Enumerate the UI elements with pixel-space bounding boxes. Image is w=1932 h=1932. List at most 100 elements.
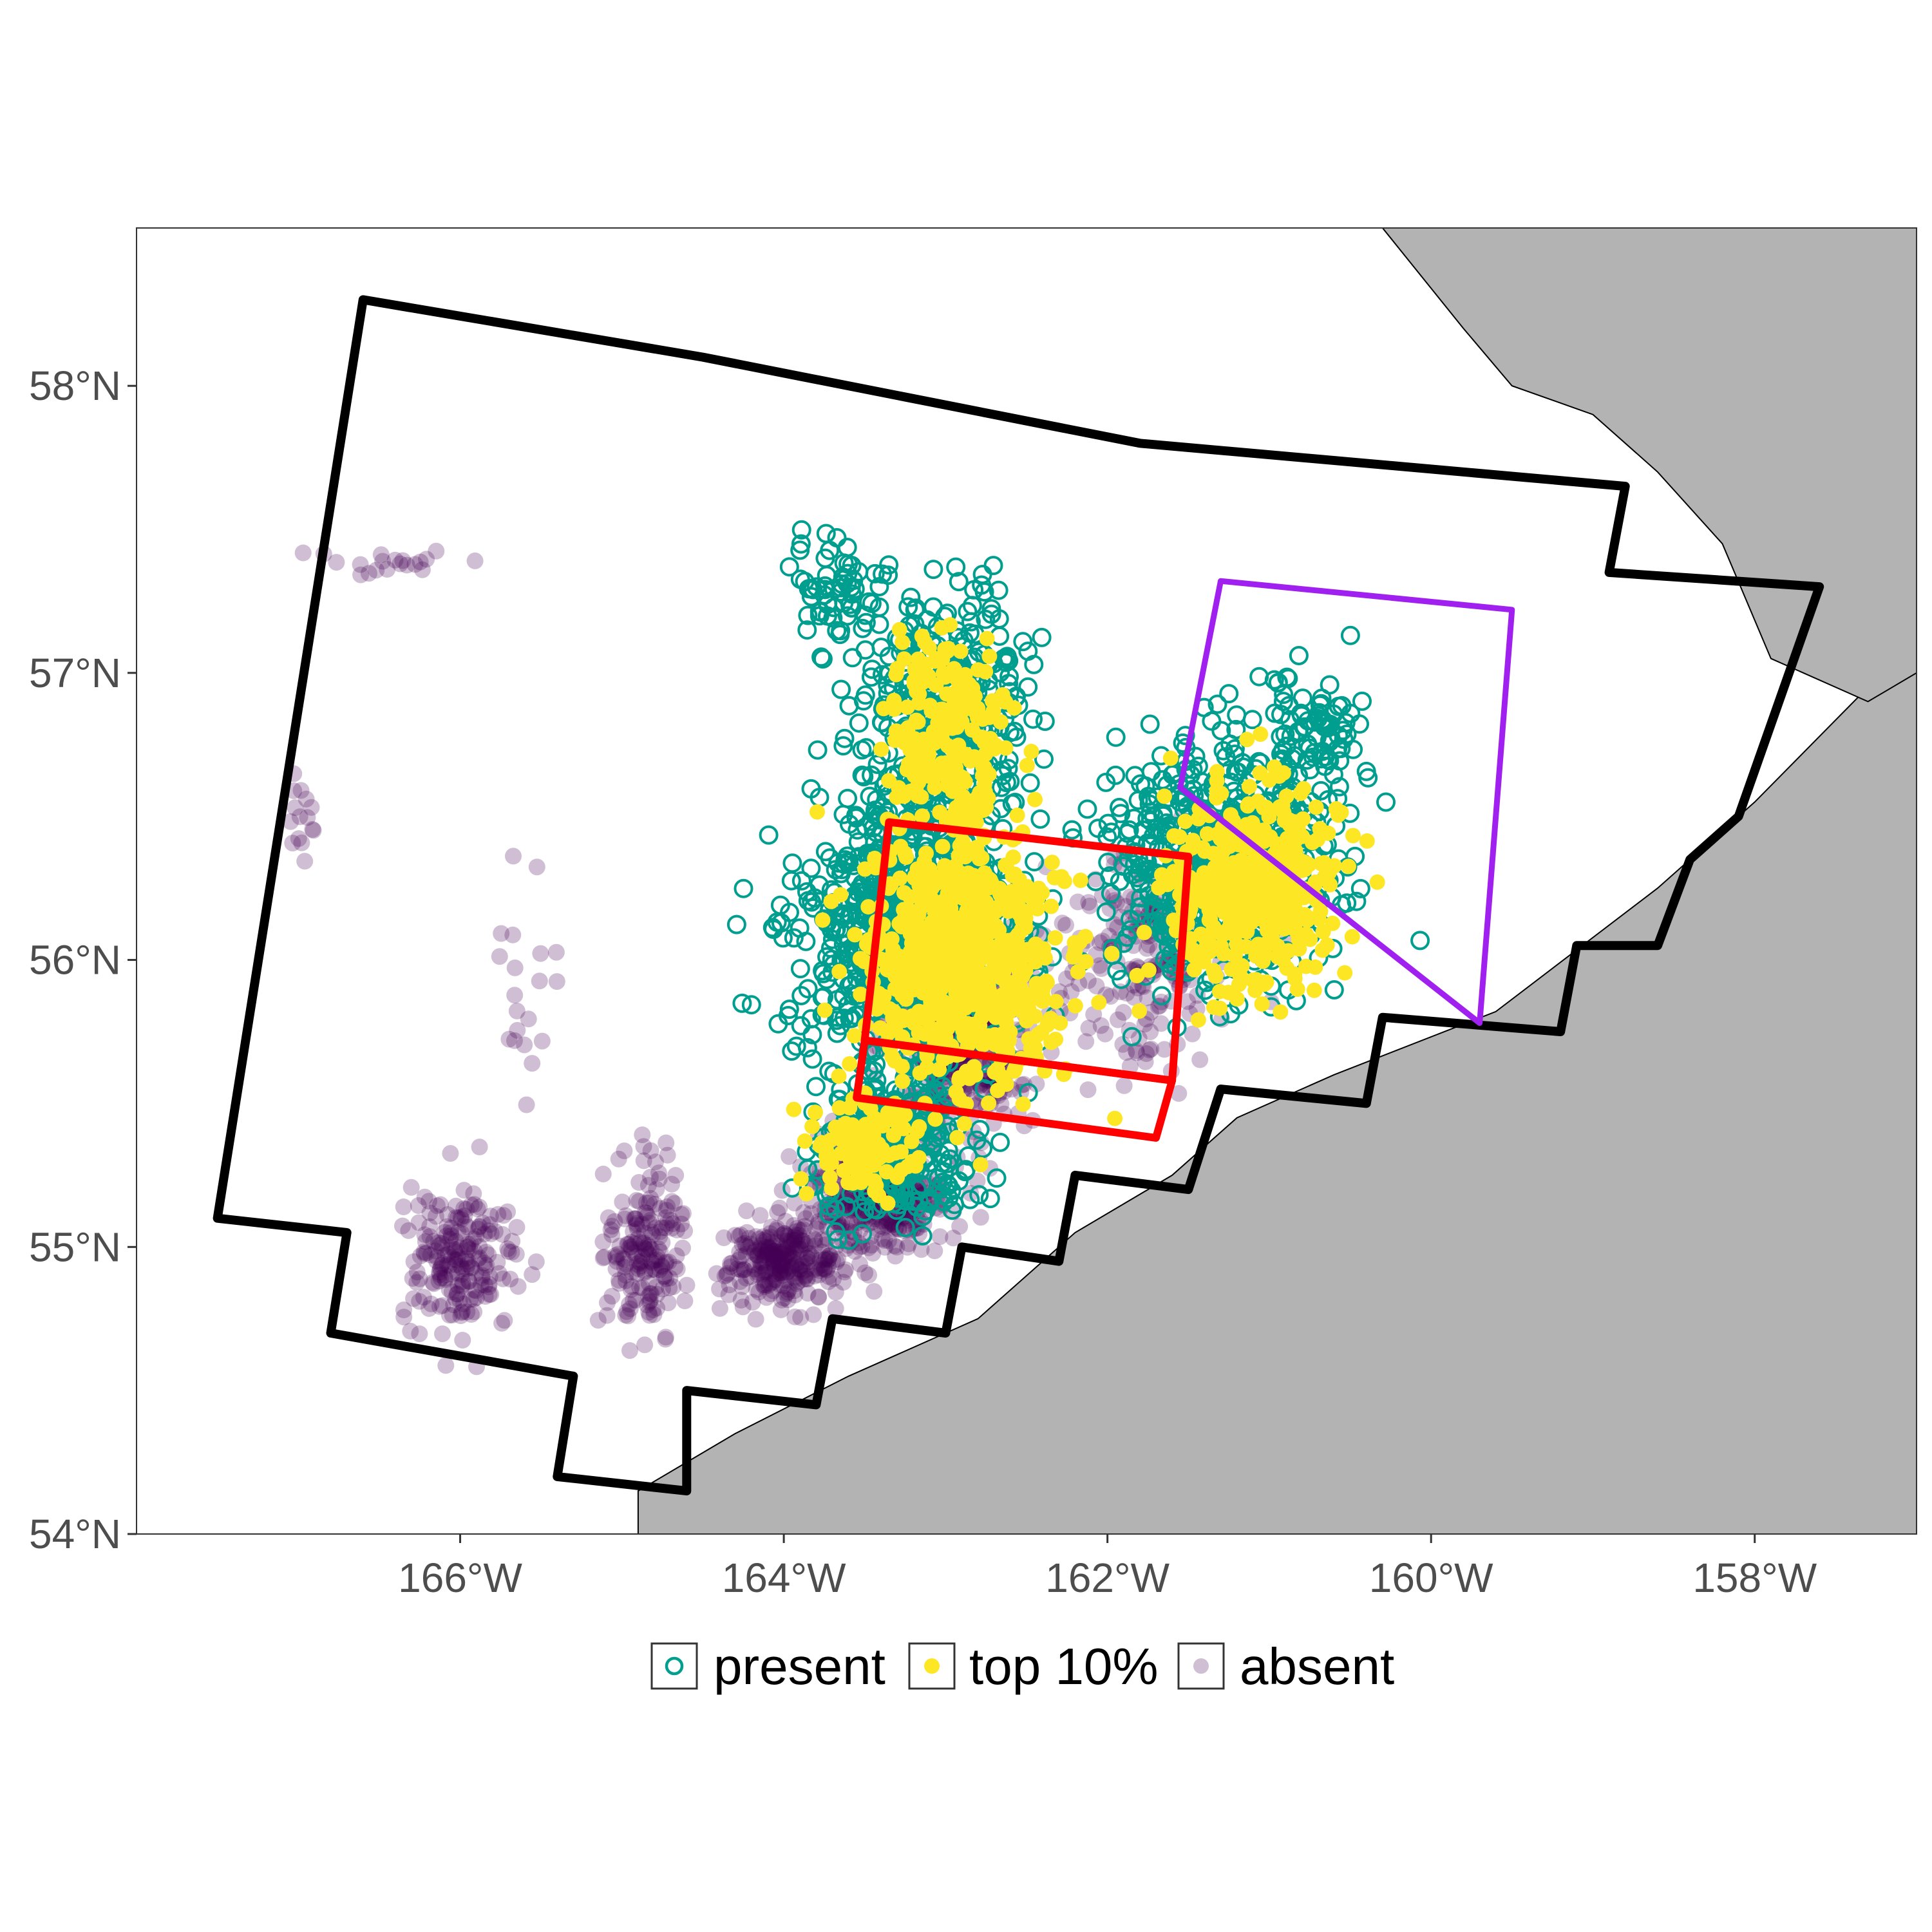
- present-point: [790, 959, 810, 979]
- present-point: [797, 882, 817, 902]
- absent-point: [443, 1265, 460, 1283]
- absent-point: [623, 1264, 641, 1281]
- absent-point: [360, 565, 377, 582]
- absent-point: [756, 1272, 773, 1289]
- absent-point: [648, 1180, 665, 1198]
- present-point: [1062, 820, 1082, 840]
- present-point: [1151, 986, 1171, 1006]
- absent-point: [784, 1245, 802, 1262]
- top10-point: [1002, 986, 1018, 1002]
- absent-point: [428, 1253, 445, 1270]
- absent-point: [646, 1195, 663, 1213]
- present-point: [949, 572, 969, 592]
- absent-point: [636, 1224, 653, 1241]
- absent-point: [785, 1231, 802, 1249]
- absent-point: [1081, 897, 1099, 914]
- absent-point: [431, 1260, 449, 1278]
- absent-point: [794, 1263, 811, 1280]
- absent-point: [828, 1253, 845, 1271]
- absent-point: [768, 1222, 785, 1239]
- absent-point: [766, 1242, 782, 1260]
- absent-point: [800, 1245, 817, 1262]
- absent-point: [1153, 993, 1170, 1010]
- absent-point: [827, 1283, 844, 1301]
- top10-point: [810, 804, 825, 820]
- absent-point: [482, 1208, 499, 1225]
- absent-point: [748, 1281, 765, 1298]
- absent-point: [459, 1236, 477, 1253]
- absent-point: [945, 1229, 962, 1247]
- absent-point: [791, 1241, 809, 1258]
- present-point: [1315, 756, 1335, 776]
- absent-point: [756, 1251, 773, 1269]
- present-point: [853, 1224, 873, 1244]
- absent-point: [628, 1215, 645, 1232]
- absent-point: [1142, 1040, 1160, 1057]
- absent-point: [496, 1312, 513, 1329]
- present-point: [1133, 820, 1153, 840]
- present-point: [801, 779, 821, 799]
- absent-point: [786, 1241, 804, 1258]
- absent-point: [469, 1200, 486, 1218]
- absent-point: [776, 1261, 793, 1278]
- absent-point: [786, 1308, 804, 1325]
- absent-point: [636, 1240, 652, 1256]
- present-point: [813, 649, 833, 669]
- top10-point: [1315, 923, 1331, 940]
- absent-point: [421, 1204, 439, 1222]
- present-point: [891, 1182, 911, 1202]
- absent-point: [663, 1220, 681, 1237]
- absent-point: [449, 1209, 466, 1227]
- present-point: [839, 696, 859, 715]
- absent-point: [634, 1126, 651, 1144]
- absent-point: [454, 1260, 471, 1278]
- absent-point: [482, 1285, 500, 1303]
- absent-point: [372, 546, 390, 564]
- absent-point: [734, 1278, 751, 1295]
- top10-point: [956, 1115, 972, 1132]
- absent-point: [723, 1255, 741, 1272]
- absent-point: [458, 1200, 475, 1218]
- present-point: [1169, 774, 1189, 794]
- absent-point: [797, 1261, 815, 1278]
- present-point: [901, 587, 921, 607]
- absent-point: [768, 1251, 786, 1269]
- absent-point: [791, 1222, 809, 1239]
- top10-point: [974, 883, 989, 899]
- absent-point: [458, 1260, 475, 1277]
- absent-point: [1063, 983, 1080, 1000]
- absent-point: [818, 1249, 835, 1267]
- absent-point: [1125, 890, 1142, 907]
- absent-point: [792, 1257, 810, 1274]
- absent-point: [619, 1236, 636, 1253]
- absent-point: [394, 1217, 411, 1235]
- absent-point: [900, 1235, 918, 1253]
- absent-point: [456, 1207, 473, 1224]
- absent-point: [972, 1209, 989, 1226]
- present-point: [802, 1025, 822, 1045]
- present-point: [1202, 711, 1222, 731]
- absent-point: [755, 1228, 772, 1245]
- top10-point: [1047, 930, 1063, 946]
- absent-point: [1094, 933, 1111, 950]
- top10-point: [987, 1027, 1003, 1043]
- absent-point: [813, 1260, 830, 1277]
- absent-point: [625, 1223, 642, 1240]
- absent-point: [1070, 975, 1088, 992]
- absent-point: [827, 1300, 844, 1317]
- absent-point: [658, 1253, 675, 1271]
- top10-point: [887, 981, 903, 997]
- present-point: [917, 610, 937, 630]
- present-point: [990, 1132, 1010, 1152]
- absent-point: [442, 1227, 460, 1244]
- present-point: [855, 1202, 875, 1222]
- absent-point: [418, 1244, 435, 1262]
- absent-point: [829, 1251, 847, 1268]
- land-alaska-peninsula: [637, 614, 1917, 1534]
- absent-point: [627, 1292, 645, 1309]
- present-point: [811, 647, 831, 667]
- present-point: [826, 921, 846, 941]
- top10-point: [1009, 808, 1025, 823]
- top10-point: [867, 851, 883, 866]
- present-point: [815, 576, 835, 596]
